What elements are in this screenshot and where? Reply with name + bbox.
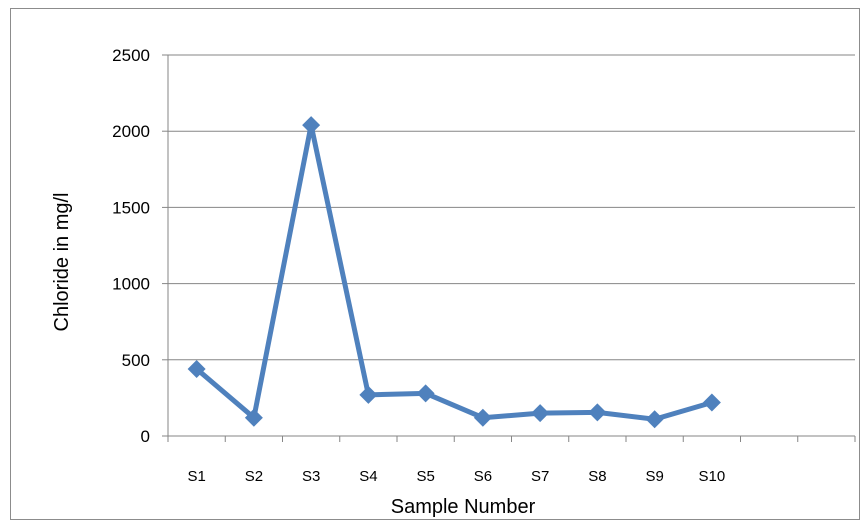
- data-point-marker: [244, 408, 263, 427]
- data-point-marker: [187, 359, 206, 378]
- chart-frame: [10, 8, 860, 520]
- y-tick-label: 1000: [112, 275, 150, 294]
- gridlines: [168, 54, 855, 361]
- data-point-marker: [645, 410, 664, 429]
- x-tick-label: S7: [531, 468, 549, 485]
- axes: [167, 55, 855, 437]
- x-tick-label: S10: [699, 468, 726, 485]
- x-tick-label: S2: [245, 468, 263, 485]
- series-line: [195, 122, 713, 422]
- data-point-marker: [416, 384, 435, 403]
- data-point-marker: [531, 404, 550, 423]
- y-tick-label: 2000: [112, 122, 150, 141]
- data-point-marker: [359, 385, 378, 404]
- y-tick-label: 1500: [112, 198, 150, 217]
- x-tick-label: S5: [416, 468, 434, 485]
- data-point-marker: [302, 116, 321, 135]
- data-point-marker: [702, 393, 721, 412]
- y-tick-label: 2500: [112, 46, 150, 65]
- x-tick-label: S8: [588, 468, 606, 485]
- data-point-marker: [473, 408, 492, 427]
- series-group: [187, 116, 721, 429]
- x-tick-label: S3: [302, 468, 320, 485]
- x-tick-label: S4: [359, 468, 377, 485]
- y-axis-title: Chloride in mg/l: [51, 193, 73, 332]
- x-tick-label: S9: [645, 468, 663, 485]
- y-axis-ticks: 0 500 1000 1500 2000 2500: [112, 46, 168, 446]
- x-tick-label: S1: [187, 468, 205, 485]
- y-tick-label: 0: [141, 427, 150, 446]
- x-axis-ticks: S1 S2 S3 S4 S5 S6 S7 S8 S9 S10: [167, 436, 856, 485]
- x-tick-label: S6: [474, 468, 492, 485]
- y-tick-label: 500: [122, 351, 150, 370]
- x-axis-title: Sample Number: [391, 496, 536, 517]
- data-point-marker: [588, 403, 607, 422]
